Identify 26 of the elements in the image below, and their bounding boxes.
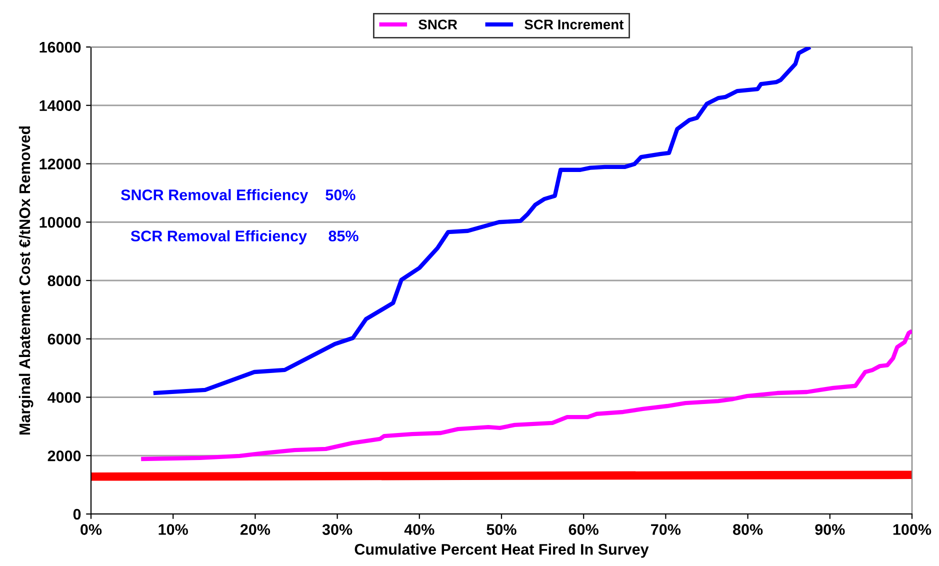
x-tick-label: 100% — [893, 524, 932, 535]
x-tick-label: 30% — [322, 524, 352, 535]
y-tick-label: 0 — [73, 508, 81, 520]
y-tick-label: 6000 — [48, 334, 81, 345]
x-tick-label: 50% — [486, 524, 516, 535]
x-tick-label: 0% — [80, 524, 102, 535]
annotation: SNCR Removal Efficiency 50% — [120, 189, 356, 204]
x-tick-label: 20% — [240, 524, 270, 535]
y-tick-label: 16000 — [40, 42, 81, 53]
legend-label: SNCR — [418, 20, 458, 30]
x-tick-label: 10% — [158, 524, 188, 535]
y-tick-label: 14000 — [40, 100, 81, 112]
x-tick-label: 90% — [815, 524, 845, 535]
y-tick-label: 2000 — [48, 450, 81, 462]
legend-label: SCR Increment — [524, 20, 624, 30]
x-tick-label: 80% — [732, 524, 763, 535]
x-tick-label: 70% — [651, 524, 681, 535]
annotation: SCR Removal Efficiency 85% — [130, 230, 358, 244]
y-tick-label: 10000 — [40, 216, 81, 228]
y-axis-title: Marginal Abatement Cost €/tNOx Removed — [18, 126, 34, 435]
y-tick-label: 12000 — [40, 158, 81, 170]
y-tick-label: 8000 — [48, 275, 81, 286]
x-axis-title: Cumulative Percent Heat Fired In Survey — [354, 544, 649, 558]
x-tick-label: 60% — [568, 524, 598, 535]
x-tick-label: 40% — [404, 524, 434, 535]
y-tick-label: 4000 — [48, 392, 81, 403]
